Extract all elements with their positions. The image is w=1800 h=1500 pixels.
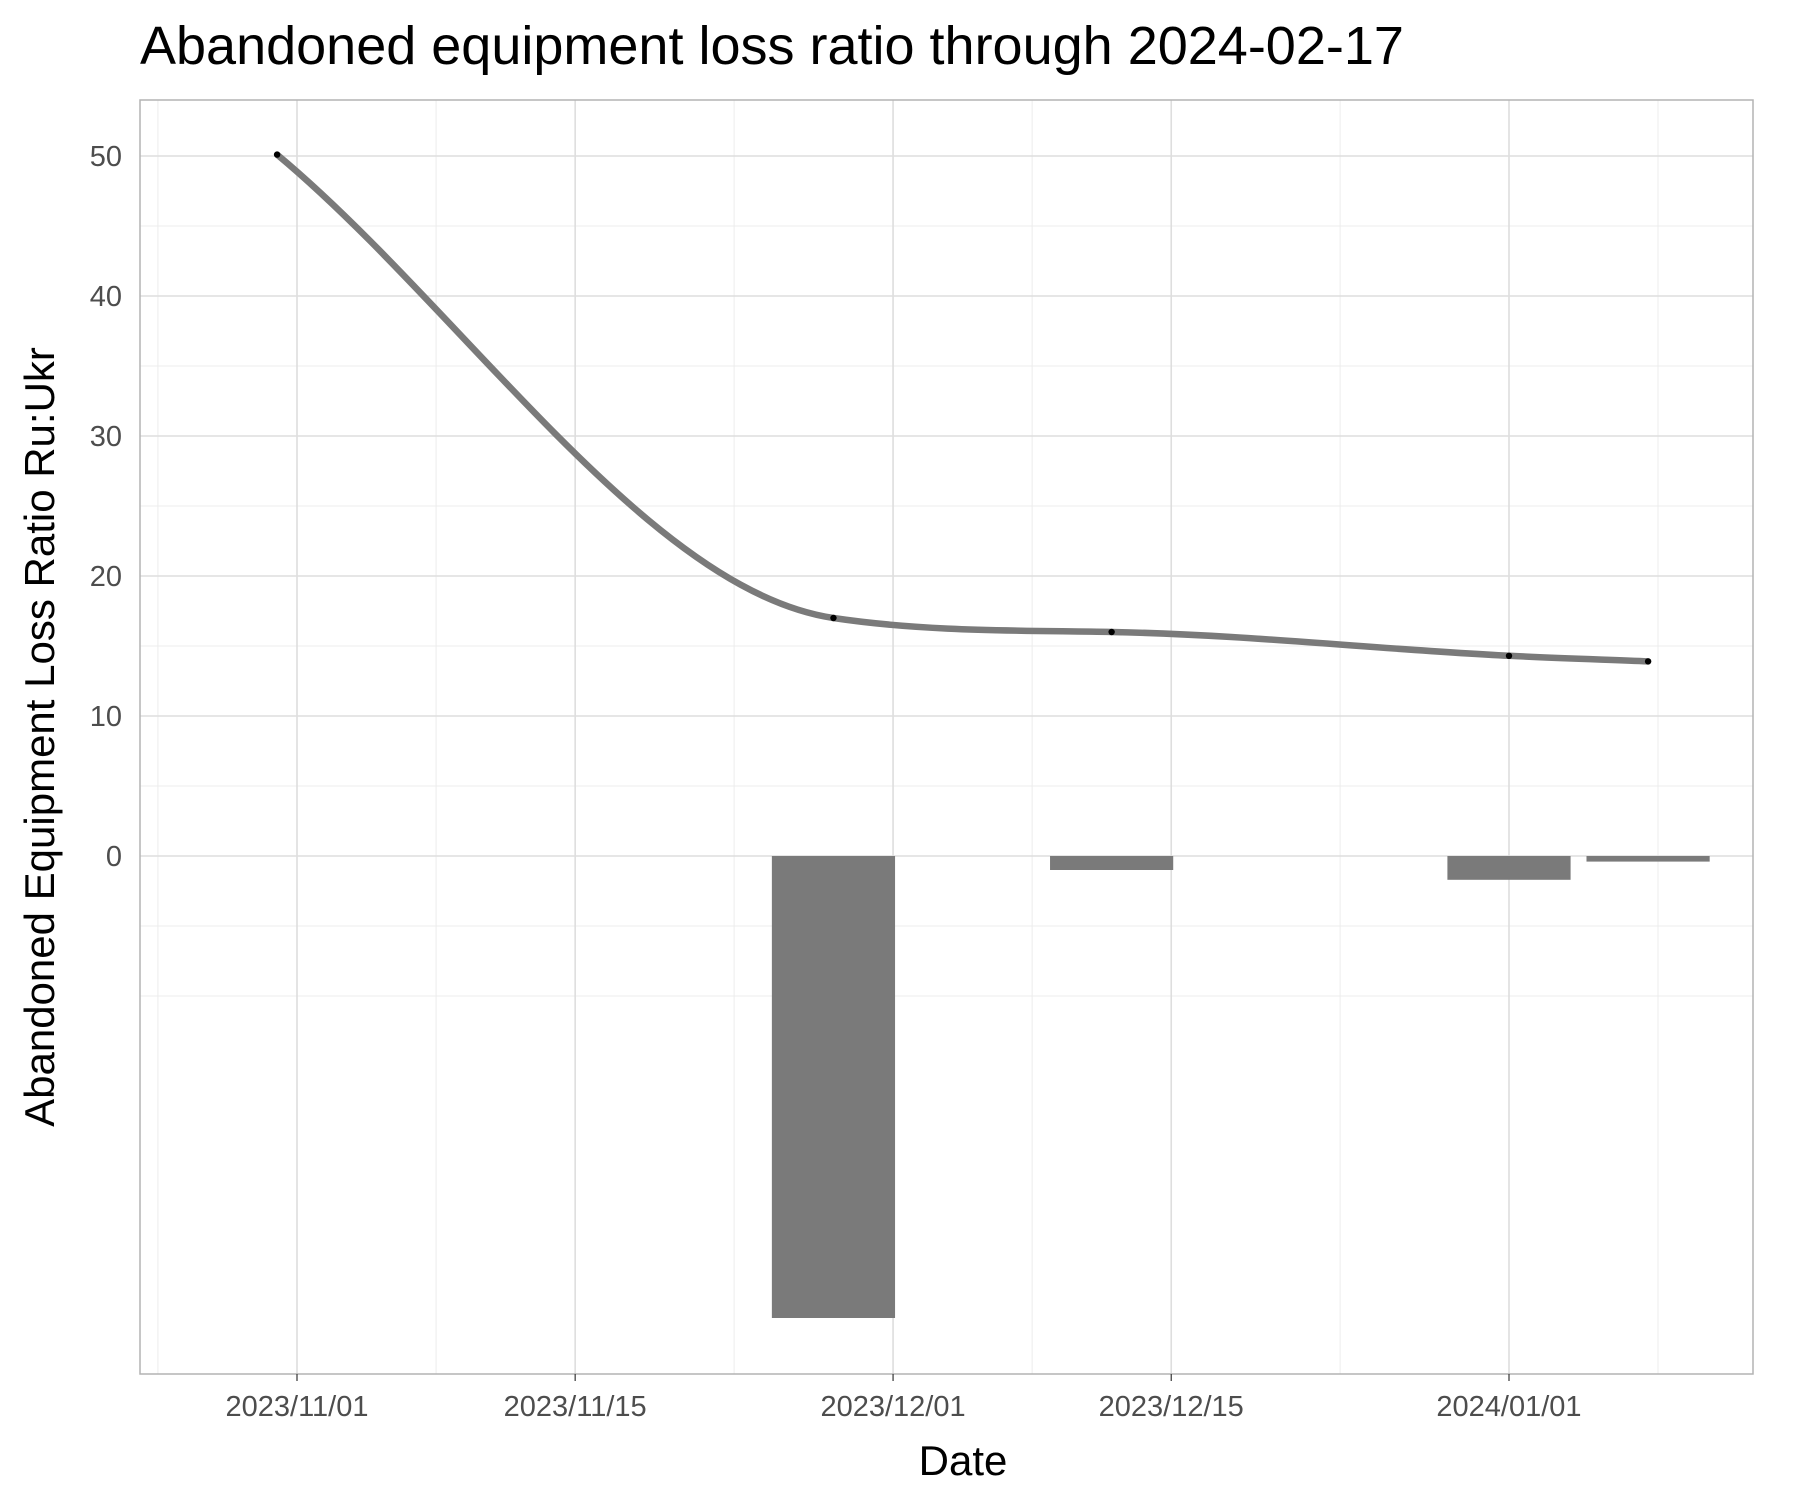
smooth-line bbox=[273, 151, 1652, 665]
plot-panel-border bbox=[139, 99, 1754, 1375]
x-tick-label: 2024/01/01 bbox=[1436, 1391, 1581, 1423]
bar bbox=[771, 856, 896, 1318]
bar bbox=[1050, 856, 1174, 870]
y-tick-label: 50 bbox=[90, 141, 122, 173]
x-tick-label: 2023/11/15 bbox=[504, 1391, 647, 1423]
x-axis-ticks: 2023/11/01 2023/11/15 2023/12/01 2023/12/15… bbox=[226, 1374, 1582, 1423]
x-tick-label: 2023/12/15 bbox=[1099, 1391, 1244, 1423]
data-point bbox=[1108, 628, 1115, 636]
point-series bbox=[273, 151, 1652, 665]
bar bbox=[1586, 856, 1710, 862]
grid-minor bbox=[140, 100, 1753, 1374]
y-axis-title: Abandoned Equipment Loss Ratio Ru:Ukr bbox=[16, 347, 63, 1127]
y-tick-label: 0 bbox=[106, 841, 122, 873]
grid-major bbox=[140, 100, 1753, 1374]
y-tick-label: 30 bbox=[90, 421, 122, 453]
chart-title: Abandoned equipment loss ratio through 2… bbox=[140, 16, 1404, 76]
x-axis-title: Date bbox=[919, 1437, 1008, 1484]
data-point bbox=[830, 614, 837, 622]
line-series bbox=[273, 151, 1652, 665]
data-point bbox=[273, 151, 281, 158]
data-point bbox=[1505, 652, 1513, 659]
x-tick-label: 2023/12/01 bbox=[820, 1391, 965, 1423]
x-tick-label: 2023/11/01 bbox=[226, 1391, 369, 1423]
y-tick-label: 40 bbox=[90, 281, 122, 313]
bar bbox=[1447, 856, 1571, 880]
y-axis-ticks: 0 10 20 30 40 50 bbox=[90, 141, 122, 873]
bar-series bbox=[771, 856, 1710, 1318]
y-tick-label: 10 bbox=[90, 701, 122, 733]
data-point bbox=[1644, 658, 1652, 665]
y-tick-label: 20 bbox=[90, 561, 122, 593]
